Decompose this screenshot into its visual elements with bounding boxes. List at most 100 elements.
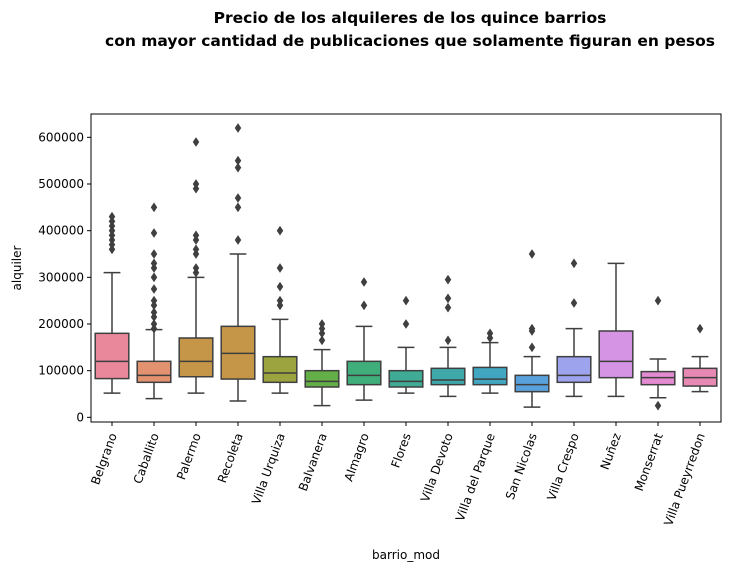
outlier-point — [192, 179, 200, 189]
box-recoleta — [220, 123, 256, 402]
box-villa-devoto — [430, 274, 466, 398]
box-caballito — [136, 202, 172, 400]
x-tick-label: San Nicolas — [503, 431, 540, 501]
iqr-box — [94, 332, 130, 380]
box-balvanera — [304, 319, 340, 407]
outlier-point — [234, 193, 242, 203]
box-nuñez — [598, 262, 634, 398]
iqr-box — [598, 330, 634, 379]
iqr-box — [346, 360, 382, 386]
y-tick-label: 400000 — [38, 224, 84, 238]
iqr-box — [136, 360, 172, 384]
chart-title-line1: Precio de los alquileres de los quince b… — [214, 9, 607, 27]
outlier-point — [696, 323, 704, 334]
outlier-point — [276, 263, 284, 273]
x-tick-label: Caballito — [131, 431, 162, 485]
x-tick-label: Villa del Parque — [453, 431, 498, 523]
outlier-point — [192, 230, 200, 241]
outlier-point — [150, 249, 158, 259]
box-villa-del-parque — [472, 328, 508, 394]
y-tick-label: 300000 — [38, 270, 84, 284]
outlier-point — [444, 335, 452, 346]
y-tick-label: 600000 — [38, 130, 84, 144]
outlier-point — [192, 244, 200, 255]
x-tick-label: Palermo — [174, 431, 204, 481]
box-monserrat — [640, 295, 676, 411]
iqr-box — [304, 369, 340, 388]
iqr-box — [514, 374, 550, 393]
outlier-point — [150, 228, 158, 238]
outlier-point — [360, 277, 368, 287]
box-san-nicolas — [514, 249, 550, 408]
outlier-point — [528, 249, 536, 259]
y-tick-label: 100000 — [38, 364, 84, 378]
outlier-point — [402, 295, 410, 306]
outlier-point — [150, 307, 158, 318]
iqr-box — [178, 337, 214, 378]
outlier-point — [150, 295, 158, 306]
outlier-point — [234, 123, 242, 133]
outlier-point — [234, 155, 242, 166]
iqr-box — [556, 355, 592, 384]
outlier-point — [192, 137, 200, 147]
outlier-point — [570, 298, 578, 308]
x-axis-label: barrio_mod — [372, 548, 440, 562]
outlier-point — [150, 284, 158, 294]
box-villa-urquiza — [262, 225, 298, 394]
x-tick-label: Almagro — [341, 431, 371, 483]
x-tick-label: Flores — [388, 431, 413, 470]
outlier-point — [360, 300, 368, 311]
outlier-point — [234, 162, 242, 173]
outlier-point — [654, 295, 662, 306]
iqr-box — [430, 367, 466, 386]
outlier-point — [444, 293, 452, 304]
x-tick-label: Villa Devoto — [418, 431, 456, 504]
x-tick-label: Villa Urquiza — [249, 431, 288, 506]
outlier-point — [318, 319, 326, 329]
box-flores — [388, 295, 424, 394]
outlier-point — [528, 323, 536, 334]
y-tick-label: 0 — [76, 410, 84, 424]
outlier-point — [570, 258, 578, 269]
x-tick-label: Belgrano — [88, 431, 120, 486]
outlier-point — [654, 400, 662, 411]
box-villa-pueyrredon — [682, 323, 718, 393]
outlier-point — [276, 225, 284, 236]
outlier-point — [318, 335, 326, 346]
x-tick-label: Nuñez — [598, 431, 624, 471]
y-tick-label: 500000 — [38, 177, 84, 191]
box-palermo — [178, 137, 214, 394]
y-tick-label: 200000 — [38, 317, 84, 331]
plot-frame — [90, 113, 722, 423]
iqr-box — [388, 369, 424, 388]
x-tick-label: Villa Crespo — [544, 431, 581, 502]
x-tick-label: Villa Pueyrredon — [661, 431, 708, 527]
iqr-box — [472, 366, 508, 386]
outlier-point — [444, 302, 452, 313]
box-belgrano — [94, 211, 130, 394]
outlier-point — [276, 281, 284, 292]
outlier-point — [150, 319, 158, 329]
outlier-point — [402, 319, 410, 329]
outlier-point — [150, 202, 158, 213]
plot-area: 0 100000 200000 300000 400000 500000 600000 Bel… — [38, 123, 718, 528]
outlier-point — [150, 272, 158, 283]
outlier-point — [192, 263, 200, 273]
box-villa-crespo — [556, 258, 592, 398]
outlier-point — [150, 258, 158, 269]
outlier-point — [528, 342, 536, 353]
y-axis-label: alquiler — [10, 245, 24, 290]
box-almagro — [346, 277, 382, 401]
outlier-point — [444, 274, 452, 285]
outlier-point — [234, 202, 242, 213]
outlier-point — [108, 211, 116, 222]
x-tick-label: Balvanera — [296, 431, 330, 493]
x-tick-label: Monserrat — [632, 431, 666, 493]
x-tick-label: Recoleta — [215, 431, 246, 485]
outlier-point — [486, 328, 494, 339]
outlier-point — [234, 235, 242, 245]
outlier-point — [276, 295, 284, 306]
iqr-box — [262, 355, 298, 384]
chart-title-line2: con mayor cantidad de publicaciones que … — [105, 32, 715, 50]
